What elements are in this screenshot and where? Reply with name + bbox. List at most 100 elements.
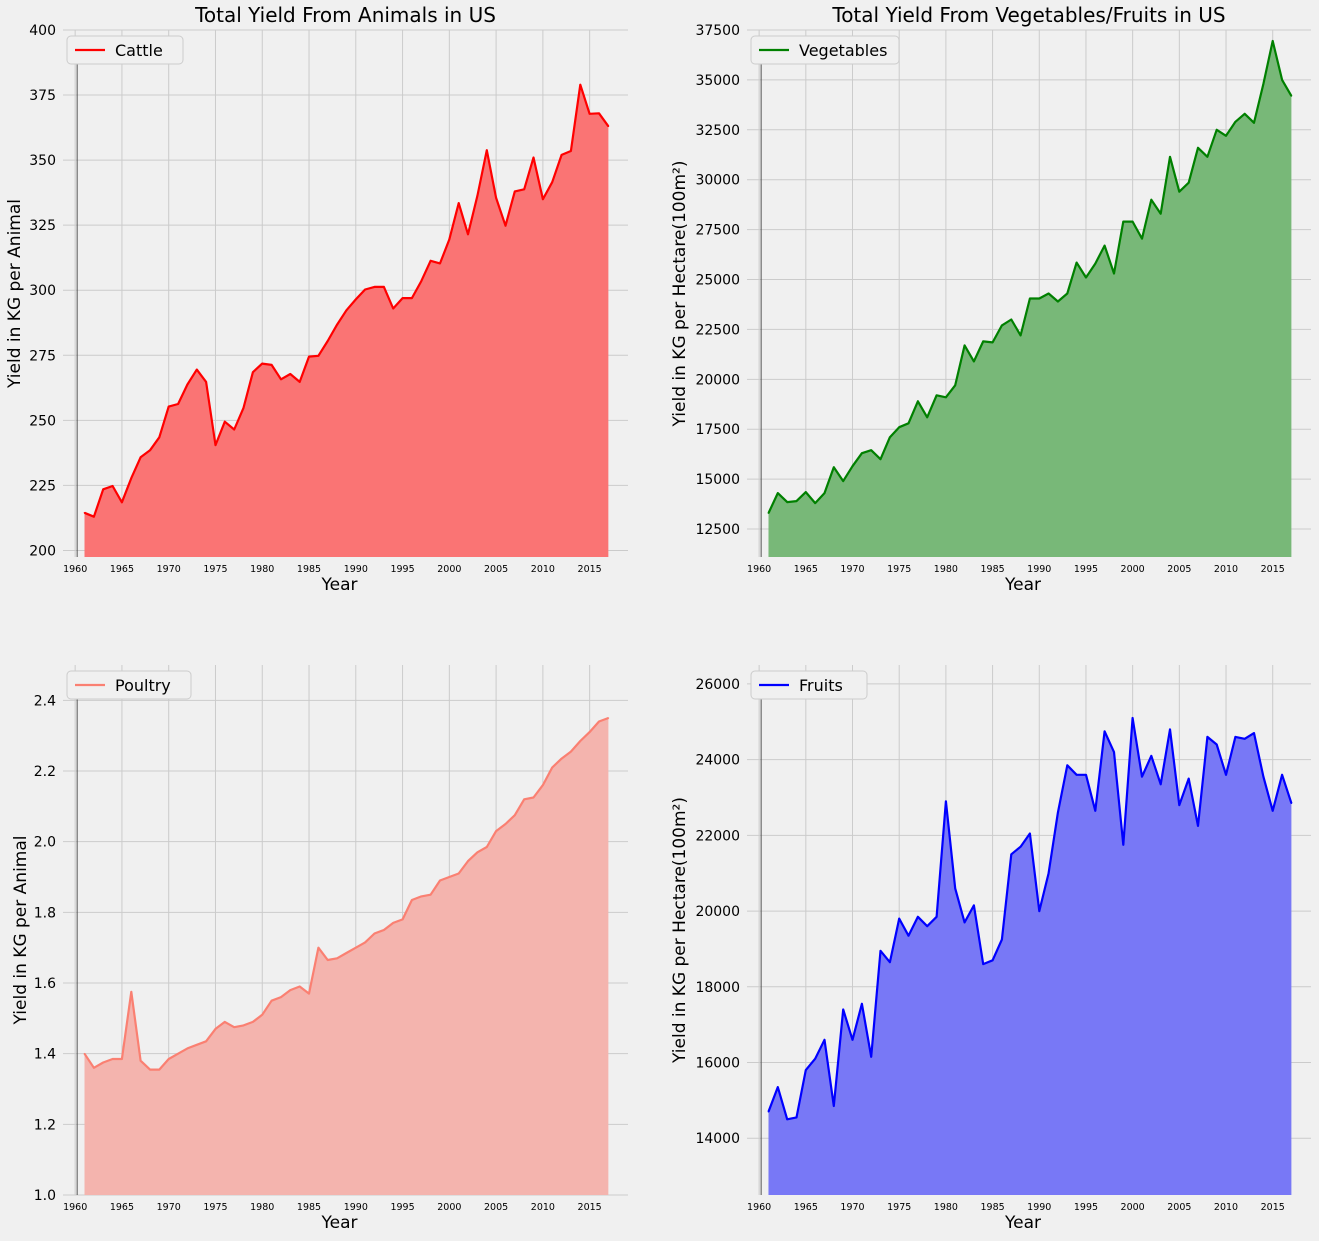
- data-point: [196, 368, 198, 371]
- data-point: [373, 286, 376, 288]
- data-point: [139, 1059, 142, 1062]
- x-tick-label: 1990: [1027, 1202, 1051, 1213]
- data-point: [121, 1058, 123, 1060]
- data-point: [280, 996, 282, 998]
- data-point: [1281, 774, 1283, 776]
- data-point: [411, 899, 413, 901]
- data-point: [1159, 212, 1162, 215]
- data-point: [149, 1068, 151, 1071]
- x-tick-label: 1970: [840, 1202, 864, 1213]
- data-point: [139, 456, 142, 459]
- data-point: [861, 1003, 863, 1005]
- y-tick-label: 22000: [695, 828, 740, 844]
- data-point: [177, 403, 179, 405]
- data-point: [186, 1047, 189, 1050]
- legend-label: Cattle: [115, 41, 163, 60]
- y-tick-label: 26000: [695, 677, 740, 693]
- data-point: [158, 1068, 161, 1071]
- data-point: [786, 501, 788, 503]
- data-point: [196, 1044, 198, 1046]
- data-point: [945, 396, 947, 399]
- data-point: [476, 195, 479, 197]
- data-point: [570, 150, 572, 152]
- data-point: [167, 1058, 170, 1060]
- data-point: [102, 488, 104, 491]
- data-point: [1066, 764, 1069, 767]
- data-point: [907, 934, 910, 937]
- data-point: [130, 477, 133, 479]
- data-point: [102, 1061, 104, 1064]
- y-axis-label: Yield in KG per Animal: [11, 836, 31, 1026]
- data-point: [851, 1039, 854, 1041]
- data-point: [261, 1014, 264, 1016]
- y-tick-label: 17500: [695, 422, 740, 438]
- data-point: [1253, 122, 1255, 124]
- data-point: [252, 1021, 254, 1023]
- data-point: [298, 381, 301, 383]
- data-point: [1047, 872, 1050, 874]
- y-tick-label: 20000: [695, 372, 740, 388]
- data-point: [1290, 802, 1293, 804]
- x-tick-label: 2000: [1121, 1202, 1145, 1213]
- data-point: [823, 1039, 826, 1041]
- x-tick-label: 2010: [531, 1202, 555, 1213]
- x-tick-label: 2000: [437, 1202, 461, 1213]
- data-point: [252, 371, 254, 374]
- data-point: [1103, 244, 1106, 247]
- x-tick-label: 1960: [63, 564, 87, 575]
- data-point: [1271, 40, 1274, 42]
- data-point: [467, 860, 469, 862]
- x-tick-label: 1985: [980, 564, 1004, 575]
- x-tick-label: 1975: [203, 1202, 227, 1213]
- data-point: [1290, 95, 1293, 97]
- data-point: [1225, 774, 1227, 776]
- x-tick-label: 1970: [840, 564, 864, 575]
- data-point: [588, 113, 591, 115]
- data-point: [317, 355, 320, 357]
- data-point: [439, 879, 441, 882]
- data-point: [1085, 774, 1087, 776]
- y-tick-label: 350: [29, 153, 56, 169]
- data-point: [93, 1067, 95, 1069]
- data-point: [607, 717, 610, 719]
- data-point: [795, 1116, 798, 1119]
- data-point: [1094, 810, 1097, 812]
- x-tick-label: 1980: [934, 564, 958, 575]
- data-point: [767, 1110, 770, 1113]
- data-point: [917, 916, 919, 918]
- data-point: [570, 750, 572, 753]
- data-point: [777, 1086, 779, 1088]
- data-point: [523, 188, 525, 191]
- chart-panel-3: 1.0 1.2 1.4 1.6 1.8 2.0 2.2 2.4 1960 1965 1970 1975…: [11, 665, 628, 1233]
- x-tick-label: 2005: [1167, 1202, 1191, 1213]
- data-point: [158, 436, 161, 439]
- data-point: [355, 946, 357, 949]
- x-tick-label: 1980: [934, 1202, 958, 1213]
- y-tick-label: 22500: [695, 322, 740, 338]
- x-tick-label: 1980: [250, 1202, 274, 1213]
- data-point: [973, 904, 975, 907]
- y-tick-label: 18000: [695, 980, 740, 996]
- data-point: [336, 323, 338, 326]
- x-tick-label: 1975: [887, 1202, 911, 1213]
- data-point: [898, 426, 900, 429]
- data-point: [532, 156, 535, 159]
- x-tick-label: 2010: [1214, 1202, 1238, 1213]
- data-point: [495, 197, 497, 199]
- x-tick-label: 2015: [1261, 564, 1285, 575]
- data-point: [1057, 300, 1059, 303]
- data-point: [345, 309, 348, 312]
- data-point: [945, 800, 947, 803]
- data-point: [504, 823, 507, 825]
- data-point: [560, 154, 563, 156]
- data-point: [214, 1028, 217, 1030]
- data-point: [205, 1040, 207, 1043]
- data-point: [364, 288, 366, 291]
- x-tick-label: 2015: [578, 564, 602, 575]
- data-point: [289, 373, 292, 375]
- legend-box: [750, 670, 868, 700]
- data-point: [1085, 276, 1087, 279]
- series-area: [768, 718, 1292, 1195]
- data-point: [1253, 732, 1255, 734]
- y-tick-label: 15000: [695, 472, 740, 488]
